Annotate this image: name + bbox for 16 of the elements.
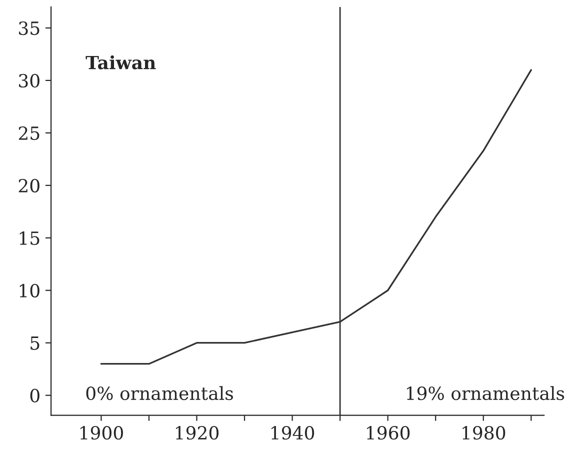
x-tick-label: 1920 xyxy=(176,426,219,440)
y-tick-label: 10 xyxy=(20,284,40,298)
y-tick-label: 30 xyxy=(19,74,40,88)
y-tick-label: 15 xyxy=(20,231,40,246)
x-tick-label: 1900 xyxy=(80,426,123,440)
x-tick-label: 1960 xyxy=(367,426,410,440)
x-tick-label: 1980 xyxy=(462,426,506,440)
annotation: 0% ornamentals xyxy=(86,386,233,400)
x-tick-label: 1940 xyxy=(272,426,314,440)
y-tick-label: 0 xyxy=(30,388,40,402)
text: Taiwan xyxy=(86,55,156,70)
y-tick-label: 5 xyxy=(30,336,40,350)
y-tick-label: 35 xyxy=(19,21,40,36)
y-tick-label: 25 xyxy=(18,126,40,140)
y-tick-label: 20 xyxy=(18,178,40,193)
annotation: 19% ornamentals xyxy=(406,386,564,400)
